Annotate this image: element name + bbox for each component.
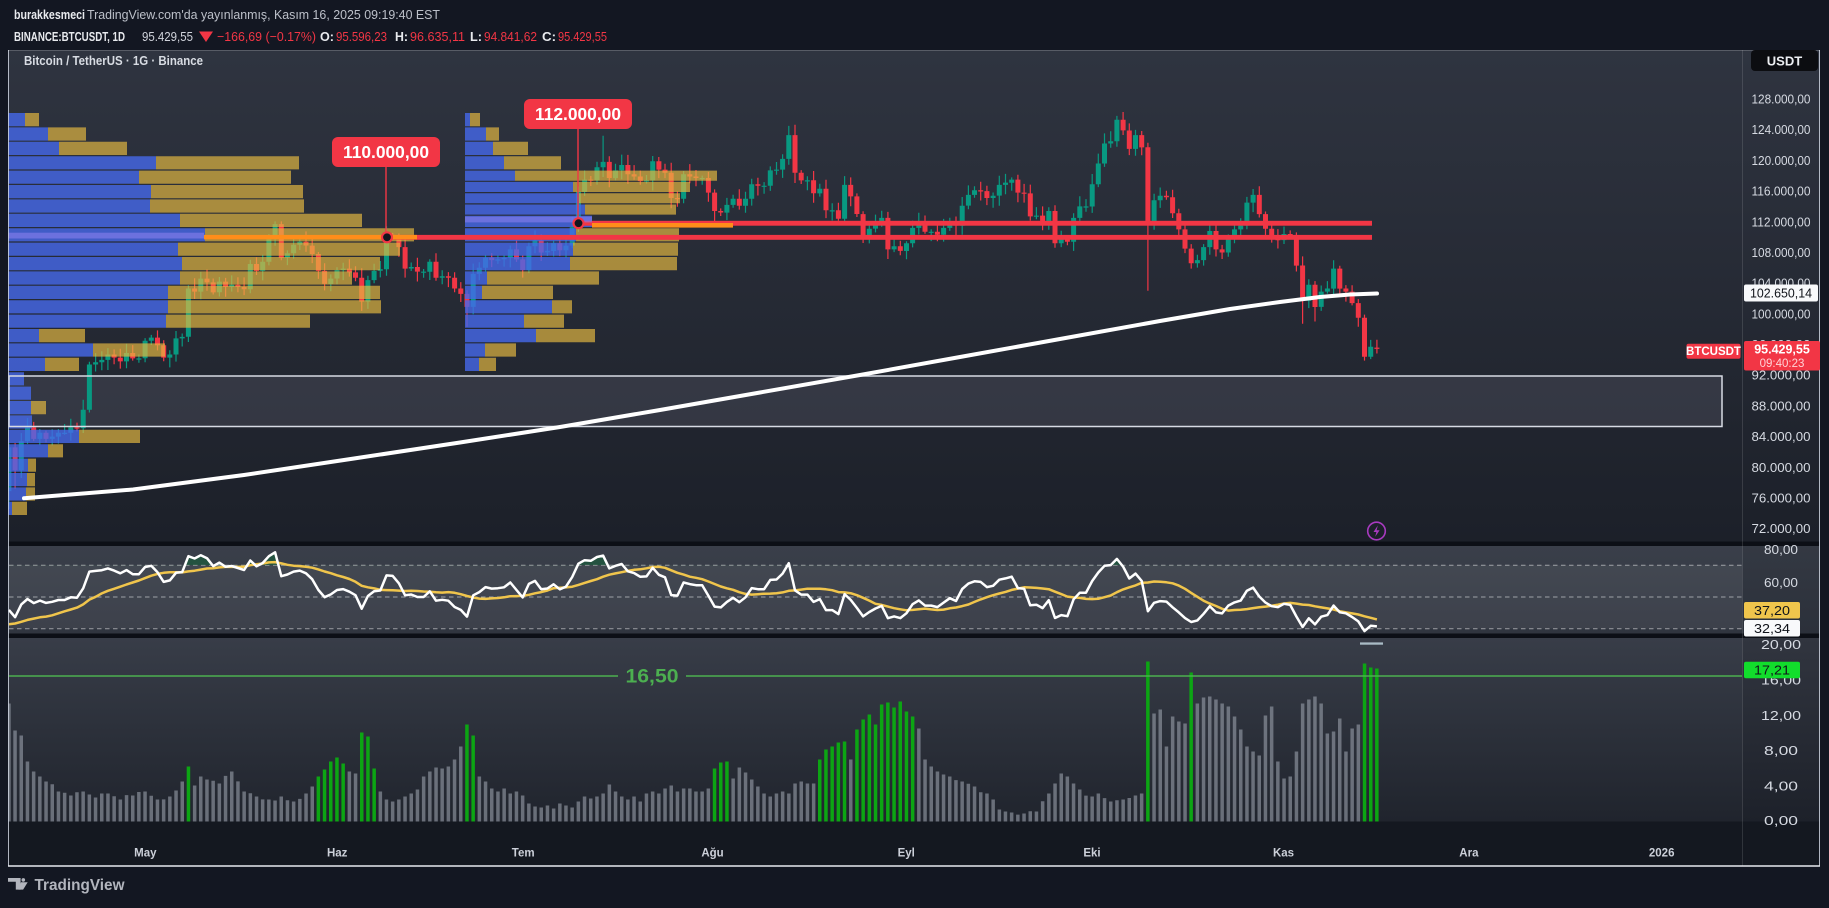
svg-text:84.000,00: 84.000,00 — [1752, 429, 1811, 444]
svg-text:BINANCE:BTCUSDT, 1D: BINANCE:BTCUSDT, 1D — [14, 29, 125, 44]
svg-text:09:40:23: 09:40:23 — [1760, 358, 1805, 370]
svg-text:TradingView.com'da yayınlanmış: TradingView.com'da yayınlanmış, Kasım 16… — [87, 7, 440, 22]
svg-text:BTCUSDT: BTCUSDT — [1686, 346, 1741, 358]
svg-text:burakkesmeci: burakkesmeci — [14, 7, 85, 22]
svg-text:72.000,00: 72.000,00 — [1752, 521, 1811, 536]
svg-text:Ara: Ara — [1459, 848, 1479, 860]
svg-text:112.000,00: 112.000,00 — [535, 104, 621, 124]
svg-text:H:: H: — [395, 29, 408, 44]
svg-text:20,00: 20,00 — [1761, 637, 1801, 652]
svg-text:4,00: 4,00 — [1764, 779, 1798, 794]
svg-text:95.429,55: 95.429,55 — [558, 29, 607, 44]
svg-text:Kas: Kas — [1273, 848, 1294, 860]
svg-text:112.000,00: 112.000,00 — [1752, 214, 1811, 229]
svg-text:Eyl: Eyl — [898, 848, 915, 860]
svg-text:37,20: 37,20 — [1754, 603, 1790, 618]
svg-text:2026: 2026 — [1649, 848, 1675, 860]
svg-text:80,00: 80,00 — [1764, 542, 1798, 557]
svg-text:116.000,00: 116.000,00 — [1752, 184, 1811, 199]
svg-text:17,21: 17,21 — [1754, 663, 1790, 678]
svg-text:8,00: 8,00 — [1764, 743, 1798, 758]
svg-text:76.000,00: 76.000,00 — [1752, 491, 1811, 506]
svg-text:124.000,00: 124.000,00 — [1752, 122, 1811, 137]
svg-text:95.429,55: 95.429,55 — [142, 29, 193, 44]
svg-text:Eki: Eki — [1083, 848, 1100, 860]
svg-text:110.000,00: 110.000,00 — [343, 142, 429, 162]
svg-text:Haz: Haz — [327, 848, 348, 860]
svg-text:32,34: 32,34 — [1754, 621, 1790, 636]
svg-text:May: May — [134, 848, 157, 860]
svg-text:TradingView: TradingView — [35, 877, 126, 894]
svg-text:95.596,23: 95.596,23 — [336, 29, 387, 44]
svg-text:92.000,00: 92.000,00 — [1752, 368, 1811, 383]
svg-text:Bitcoin / TetherUS · 1G · Bina: Bitcoin / TetherUS · 1G · Binance — [24, 53, 203, 68]
svg-text:128.000,00: 128.000,00 — [1752, 92, 1811, 107]
svg-text:Ağu: Ağu — [701, 848, 723, 860]
svg-text:120.000,00: 120.000,00 — [1752, 153, 1811, 168]
svg-text:C:: C: — [542, 29, 556, 44]
svg-text:USDT: USDT — [1767, 54, 1802, 69]
svg-text:L:: L: — [470, 29, 482, 44]
svg-text:80.000,00: 80.000,00 — [1752, 460, 1811, 475]
svg-text:88.000,00: 88.000,00 — [1752, 398, 1811, 413]
svg-text:O:: O: — [320, 29, 334, 44]
svg-text:100.000,00: 100.000,00 — [1752, 306, 1811, 321]
svg-text:0,00: 0,00 — [1764, 813, 1798, 828]
svg-text:60,00: 60,00 — [1764, 575, 1798, 590]
svg-text:−166,69 (−0.17%): −166,69 (−0.17%) — [217, 29, 316, 44]
svg-text:108.000,00: 108.000,00 — [1752, 245, 1811, 260]
svg-text:12,00: 12,00 — [1761, 708, 1801, 723]
svg-text:102.650,14: 102.650,14 — [1750, 286, 1812, 301]
svg-text:96.635,11: 96.635,11 — [410, 29, 465, 44]
svg-text:Tem: Tem — [512, 848, 535, 860]
svg-text:16,50: 16,50 — [626, 667, 679, 688]
svg-text:94.841,62: 94.841,62 — [484, 29, 537, 44]
svg-text:95.429,55: 95.429,55 — [1754, 342, 1810, 356]
